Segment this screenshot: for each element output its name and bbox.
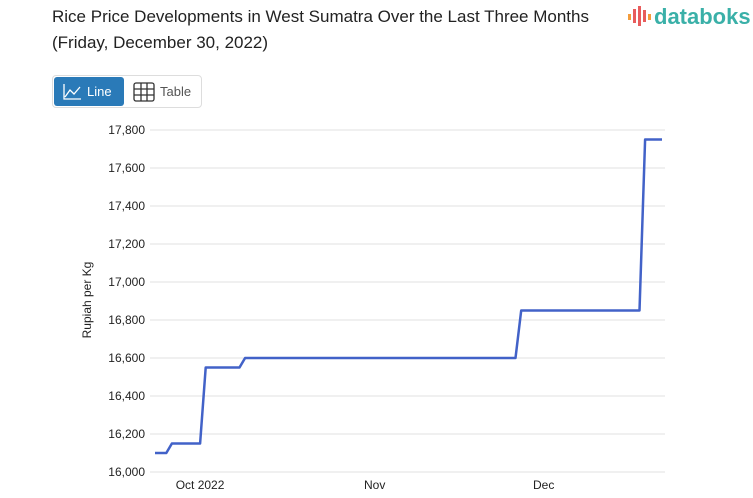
y-tick-label: 17,400 [108,199,145,213]
view-toggle: Line Table [52,75,202,108]
line-view-label: Line [87,84,112,99]
y-tick-label: 16,000 [108,465,145,479]
y-tick-label: 16,200 [108,427,145,441]
y-tick-label: 16,600 [108,351,145,365]
table-view-label: Table [160,84,192,99]
x-tick-label: Dec [533,478,554,492]
line-view-button[interactable]: Line [54,77,124,106]
y-tick-label: 17,000 [108,275,145,289]
line-chart-icon [63,83,81,100]
y-tick-label: 17,200 [108,237,145,251]
databoks-logo: databoks [627,4,751,30]
y-tick-label: 17,600 [108,161,145,175]
chart-title: Rice Price Developments in West Sumatra … [52,7,589,52]
x-tick-label: Nov [364,478,385,492]
logo-bars-icon [628,6,651,26]
y-tick-label: 16,400 [108,389,145,403]
table-view-button[interactable]: Table [125,76,199,107]
y-tick-label: 17,800 [108,123,145,137]
table-grid-icon [133,81,155,102]
logo-text: databoks [654,4,751,29]
y-axis-label: Rupiah per Kg [80,262,94,339]
price-line [155,138,662,455]
y-tick-label: 16,800 [108,313,145,327]
x-tick-label: Oct 2022 [176,478,225,492]
